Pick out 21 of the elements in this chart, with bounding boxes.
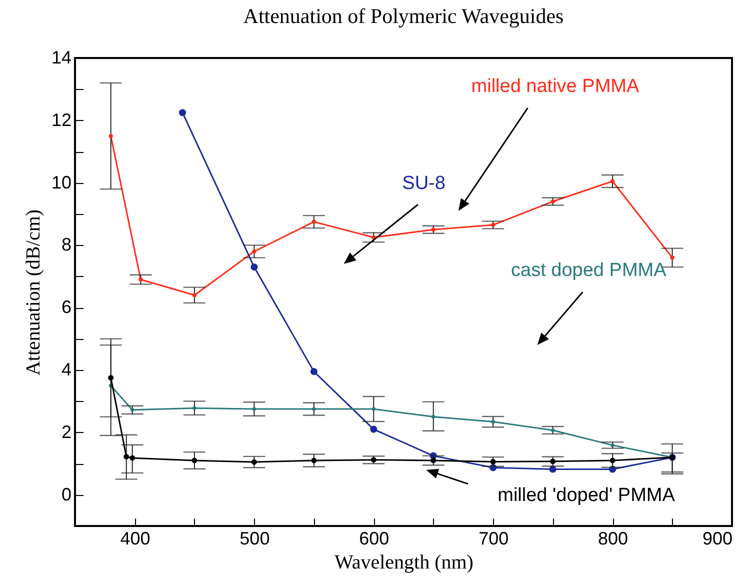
chart-title: Attenuation of Polymeric Waveguides bbox=[243, 4, 564, 28]
y-axis-title: Attenuation (dB/cm) bbox=[22, 209, 44, 376]
text: milled native PMMA bbox=[471, 76, 640, 98]
y-tick-label: 8 bbox=[61, 234, 72, 255]
series-label: milled 'doped' PMMA bbox=[498, 484, 676, 506]
x-tick-label: 700 bbox=[478, 528, 509, 548]
y-tick-label: 2 bbox=[61, 422, 72, 442]
text: cast doped PMMA bbox=[511, 260, 667, 282]
y-tick-label: 4 bbox=[61, 360, 72, 380]
y-tick-label: 10 bbox=[51, 172, 72, 192]
y-tick-label: 6 bbox=[61, 297, 72, 318]
y-tick-label: 14 bbox=[51, 48, 72, 68]
x-tick-label: 900 bbox=[702, 528, 732, 548]
y-tick-label: 12 bbox=[51, 110, 72, 130]
x-tick-label: 400 bbox=[120, 528, 150, 548]
x-tick-label: 500 bbox=[240, 528, 270, 548]
x-axis-title: Wavelength (nm) bbox=[334, 552, 474, 574]
x-tick-label: 800 bbox=[598, 528, 628, 548]
text: SU-8 bbox=[402, 172, 446, 194]
y-tick-label: 0 bbox=[61, 484, 72, 504]
x-tick-label: 600 bbox=[359, 528, 390, 548]
